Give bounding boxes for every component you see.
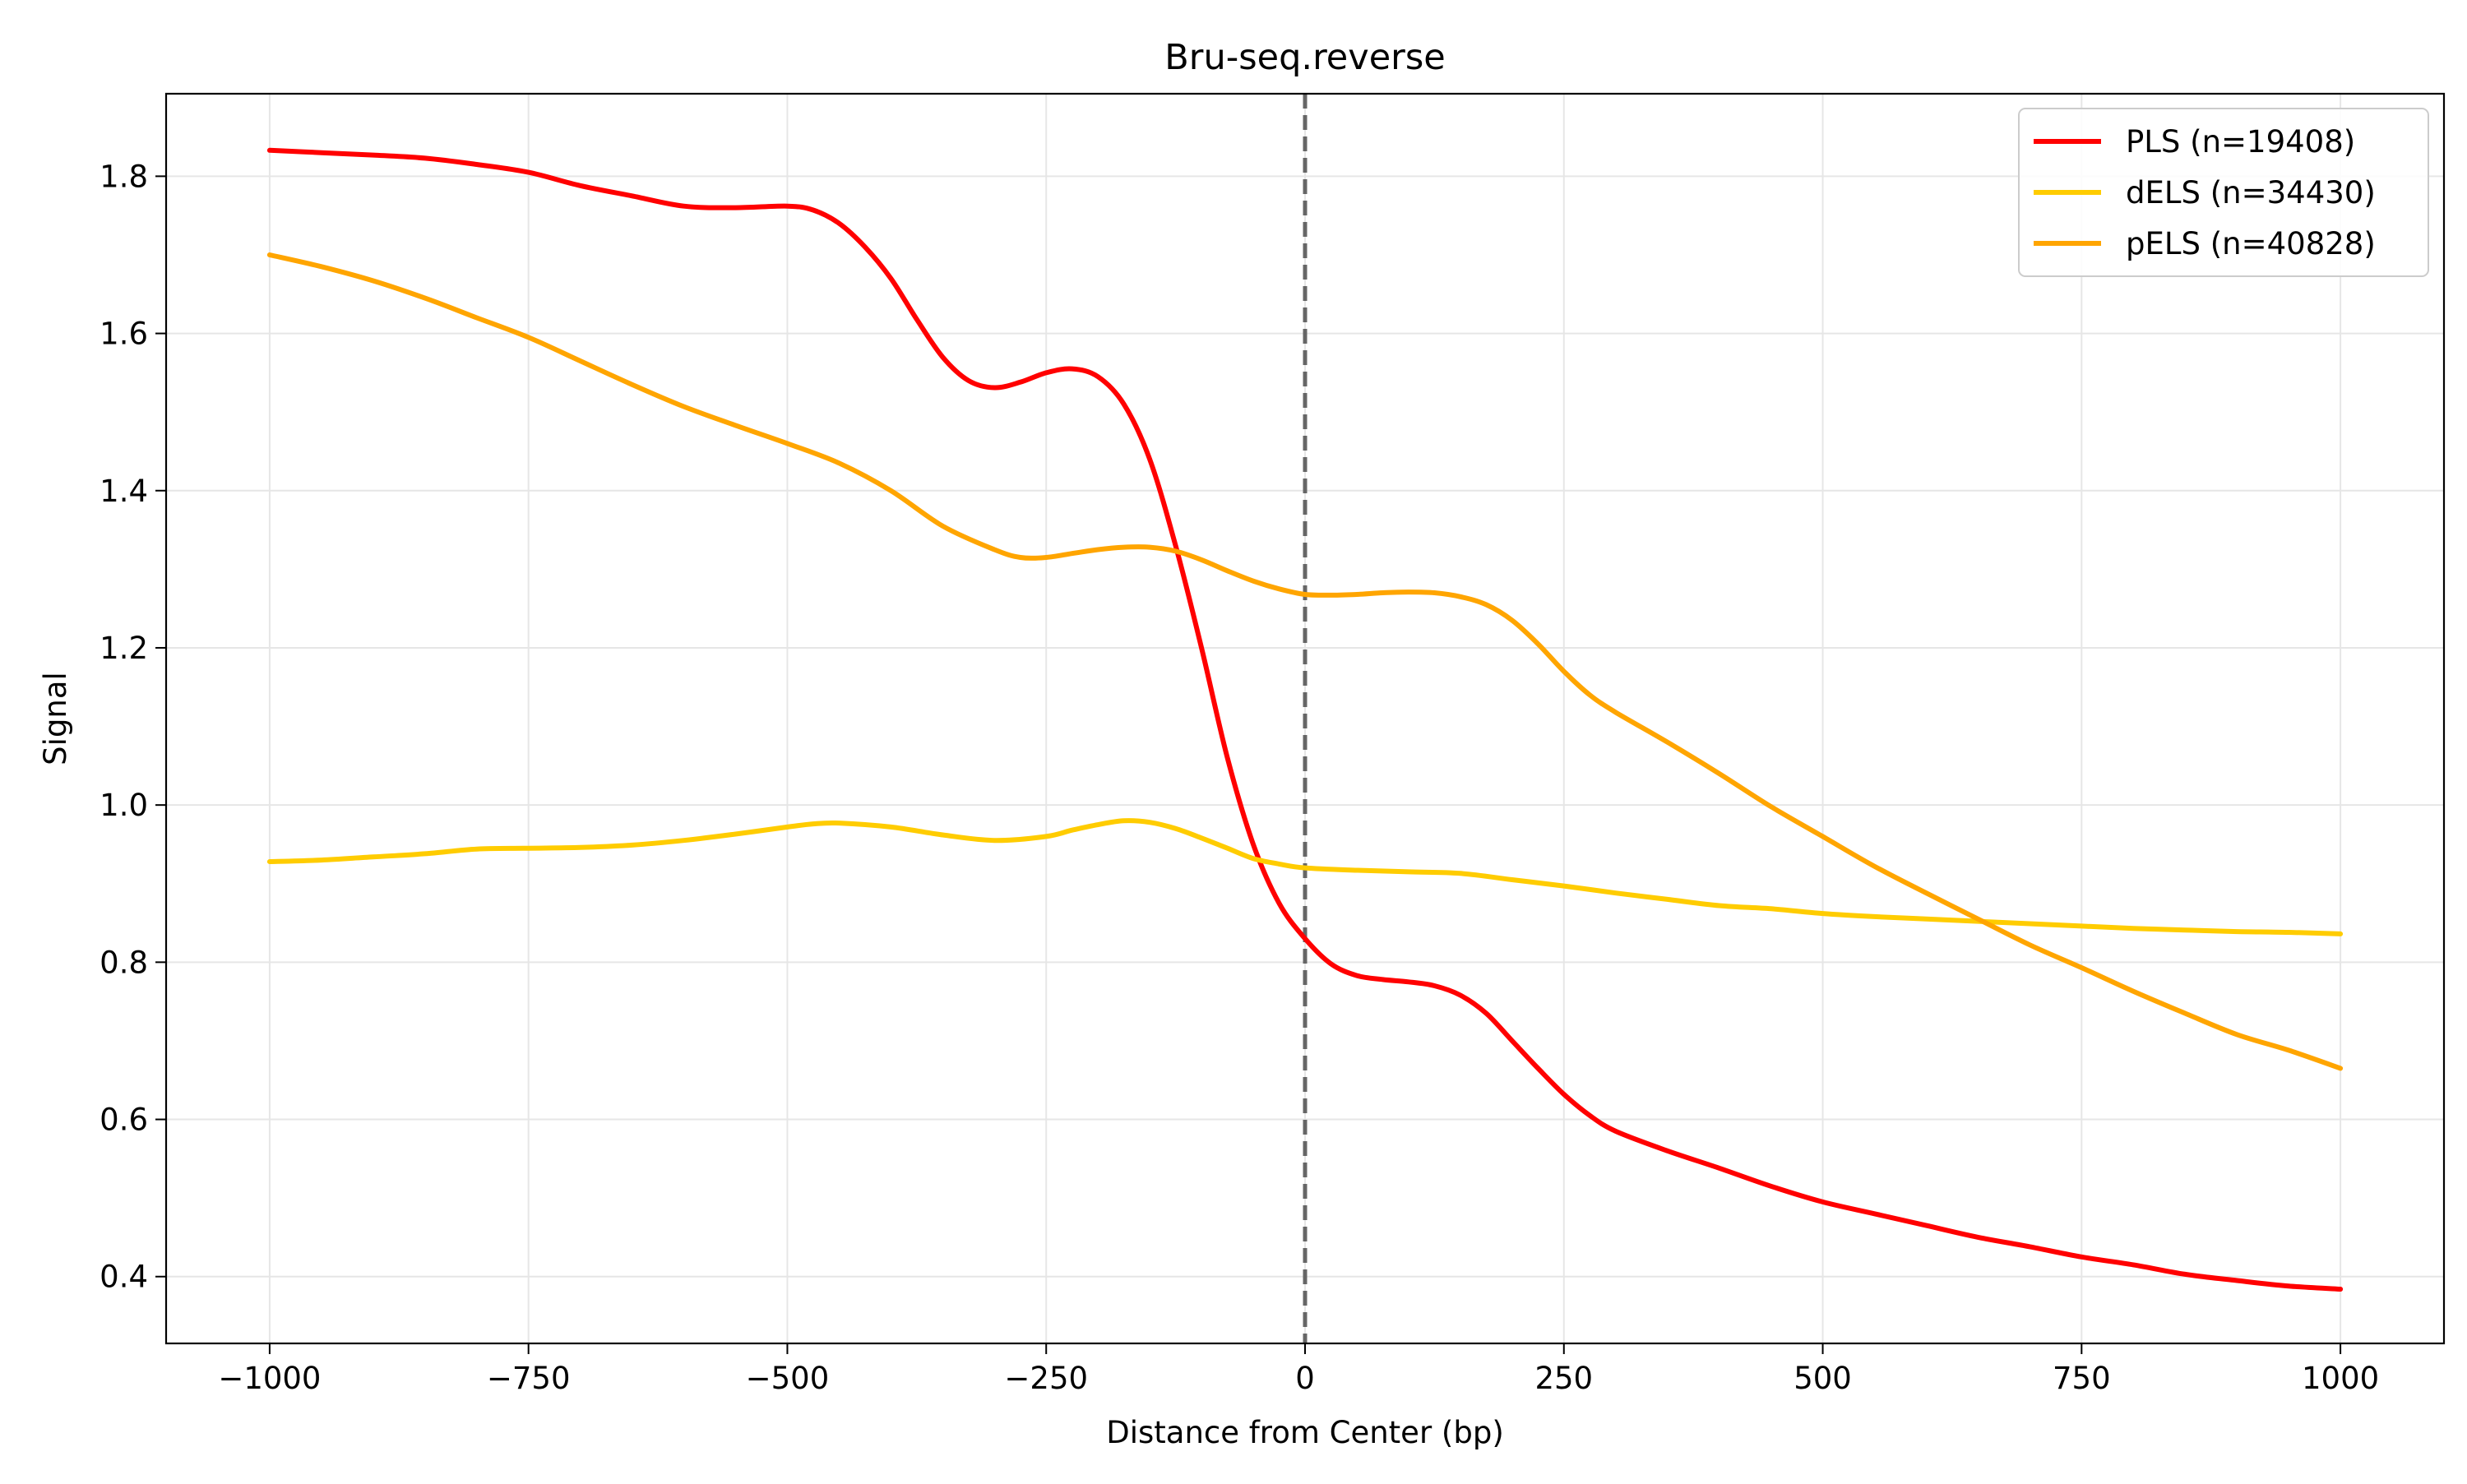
- axis-ticks: −1000 −750 −500 −250 0 250 500 750 1000 0.4 0.6 0.8…: [100, 159, 2379, 1396]
- y-tick-label: 1.4: [100, 474, 148, 509]
- legend-label-dels: dELS (n=34430): [2126, 175, 2376, 210]
- series-lines: [266, 147, 2344, 1292]
- x-tick-label: −250: [1004, 1361, 1088, 1396]
- y-tick-label: 0.6: [100, 1103, 148, 1138]
- x-tick-label: −750: [487, 1361, 571, 1396]
- y-axis-label: Signal: [38, 672, 73, 765]
- series-line-pels: [266, 252, 2344, 1071]
- x-axis-label: Distance from Center (bp): [1106, 1415, 1504, 1450]
- series-line-pls: [266, 147, 2344, 1292]
- x-tick-label: 250: [1534, 1361, 1593, 1396]
- y-tick-label: 1.8: [100, 159, 148, 194]
- y-tick-label: 0.8: [100, 945, 148, 980]
- legend: PLS (n=19408) dELS (n=34430) pELS (n=40828…: [2018, 108, 2429, 277]
- series-line-dels: [266, 818, 2344, 936]
- legend-label-pels: pELS (n=40828): [2126, 226, 2376, 261]
- y-tick-label: 1.6: [100, 317, 148, 352]
- y-tick-label: 0.4: [100, 1260, 148, 1295]
- x-tick-label: 1000: [2302, 1361, 2379, 1396]
- x-tick-label: 750: [2053, 1361, 2111, 1396]
- x-tick-label: 500: [1794, 1361, 1852, 1396]
- chart-title: Bru-seq.reverse: [1164, 37, 1445, 78]
- y-tick-label: 1.0: [100, 788, 148, 823]
- x-tick-label: −1000: [218, 1361, 321, 1396]
- x-tick-label: −500: [746, 1361, 830, 1396]
- y-tick-label: 1.2: [100, 631, 148, 666]
- legend-box: [2018, 108, 2429, 277]
- x-tick-label: 0: [1295, 1361, 1315, 1396]
- legend-label-pls: PLS (n=19408): [2126, 124, 2355, 159]
